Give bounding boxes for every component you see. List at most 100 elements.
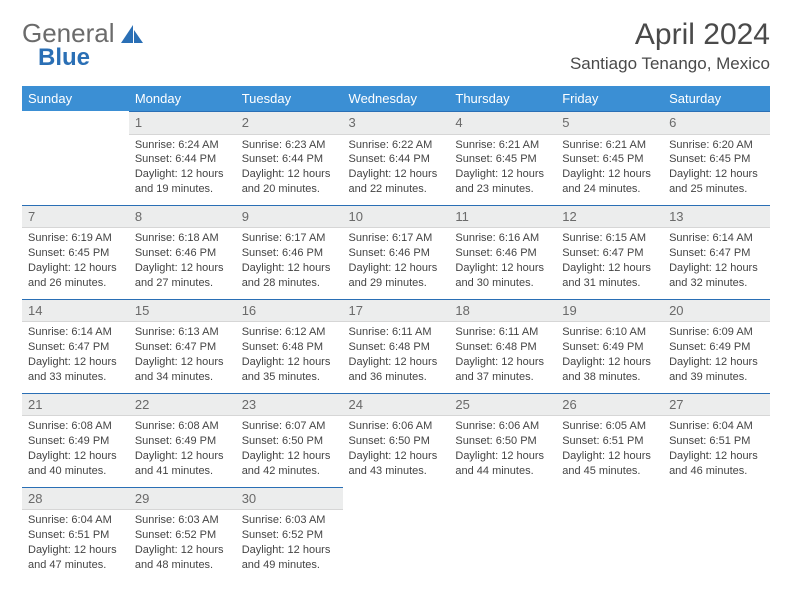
day-body: Sunrise: 6:04 AMSunset: 6:51 PMDaylight:… (22, 510, 129, 580)
day-body: Sunrise: 6:04 AMSunset: 6:51 PMDaylight:… (663, 416, 770, 486)
sunset-line: Sunset: 6:48 PM (349, 340, 444, 355)
sunrise-line: Sunrise: 6:04 AM (28, 513, 123, 528)
calendar-cell: 3Sunrise: 6:22 AMSunset: 6:44 PMDaylight… (343, 111, 450, 205)
day-body: Sunrise: 6:22 AMSunset: 6:44 PMDaylight:… (343, 135, 450, 205)
sunrise-line: Sunrise: 6:11 AM (455, 325, 550, 340)
day-body: Sunrise: 6:14 AMSunset: 6:47 PMDaylight:… (663, 228, 770, 298)
sunrise-line: Sunrise: 6:12 AM (242, 325, 337, 340)
daylight-line: Daylight: 12 hours and 44 minutes. (455, 449, 550, 479)
day-number: 10 (343, 205, 450, 229)
calendar-cell: 4Sunrise: 6:21 AMSunset: 6:45 PMDaylight… (449, 111, 556, 205)
calendar-cell: 5Sunrise: 6:21 AMSunset: 6:45 PMDaylight… (556, 111, 663, 205)
daylight-line: Daylight: 12 hours and 47 minutes. (28, 543, 123, 573)
day-number: 20 (663, 299, 770, 323)
sunrise-line: Sunrise: 6:08 AM (28, 419, 123, 434)
calendar-cell (343, 487, 450, 581)
daylight-line: Daylight: 12 hours and 41 minutes. (135, 449, 230, 479)
sunset-line: Sunset: 6:49 PM (28, 434, 123, 449)
calendar-cell: 1Sunrise: 6:24 AMSunset: 6:44 PMDaylight… (129, 111, 236, 205)
day-number: 22 (129, 393, 236, 417)
calendar-cell: 13Sunrise: 6:14 AMSunset: 6:47 PMDayligh… (663, 205, 770, 299)
calendar-cell: 9Sunrise: 6:17 AMSunset: 6:46 PMDaylight… (236, 205, 343, 299)
day-number: 29 (129, 487, 236, 511)
sunset-line: Sunset: 6:51 PM (28, 528, 123, 543)
day-number: 14 (22, 299, 129, 323)
sunrise-line: Sunrise: 6:14 AM (669, 231, 764, 246)
day-body: Sunrise: 6:23 AMSunset: 6:44 PMDaylight:… (236, 135, 343, 205)
sunset-line: Sunset: 6:49 PM (135, 434, 230, 449)
day-body: Sunrise: 6:14 AMSunset: 6:47 PMDaylight:… (22, 322, 129, 392)
calendar-cell: 15Sunrise: 6:13 AMSunset: 6:47 PMDayligh… (129, 299, 236, 393)
daylight-line: Daylight: 12 hours and 20 minutes. (242, 167, 337, 197)
day-number: 18 (449, 299, 556, 323)
weekday-header: Friday (556, 86, 663, 111)
day-number: 2 (236, 111, 343, 135)
sunset-line: Sunset: 6:48 PM (242, 340, 337, 355)
weekday-header: Sunday (22, 86, 129, 111)
calendar-row: 7Sunrise: 6:19 AMSunset: 6:45 PMDaylight… (22, 205, 770, 299)
day-body: Sunrise: 6:12 AMSunset: 6:48 PMDaylight:… (236, 322, 343, 392)
calendar-table: SundayMondayTuesdayWednesdayThursdayFrid… (22, 86, 770, 581)
calendar-cell: 10Sunrise: 6:17 AMSunset: 6:46 PMDayligh… (343, 205, 450, 299)
daylight-line: Daylight: 12 hours and 22 minutes. (349, 167, 444, 197)
calendar-cell: 11Sunrise: 6:16 AMSunset: 6:46 PMDayligh… (449, 205, 556, 299)
day-body: Sunrise: 6:08 AMSunset: 6:49 PMDaylight:… (22, 416, 129, 486)
sunset-line: Sunset: 6:46 PM (455, 246, 550, 261)
calendar-cell (449, 487, 556, 581)
calendar-cell: 2Sunrise: 6:23 AMSunset: 6:44 PMDaylight… (236, 111, 343, 205)
sunrise-line: Sunrise: 6:18 AM (135, 231, 230, 246)
sunset-line: Sunset: 6:47 PM (669, 246, 764, 261)
month-title: April 2024 (570, 18, 770, 52)
calendar-cell: 27Sunrise: 6:04 AMSunset: 6:51 PMDayligh… (663, 393, 770, 487)
day-number: 5 (556, 111, 663, 135)
sunrise-line: Sunrise: 6:08 AM (135, 419, 230, 434)
sunset-line: Sunset: 6:45 PM (669, 152, 764, 167)
sunset-line: Sunset: 6:47 PM (562, 246, 657, 261)
daylight-line: Daylight: 12 hours and 31 minutes. (562, 261, 657, 291)
daylight-line: Daylight: 12 hours and 45 minutes. (562, 449, 657, 479)
day-body: Sunrise: 6:11 AMSunset: 6:48 PMDaylight:… (449, 322, 556, 392)
calendar-cell: 29Sunrise: 6:03 AMSunset: 6:52 PMDayligh… (129, 487, 236, 581)
weekday-header: Monday (129, 86, 236, 111)
day-body: Sunrise: 6:09 AMSunset: 6:49 PMDaylight:… (663, 322, 770, 392)
daylight-line: Daylight: 12 hours and 33 minutes. (28, 355, 123, 385)
day-body: Sunrise: 6:06 AMSunset: 6:50 PMDaylight:… (449, 416, 556, 486)
sunset-line: Sunset: 6:50 PM (455, 434, 550, 449)
daylight-line: Daylight: 12 hours and 24 minutes. (562, 167, 657, 197)
day-body: Sunrise: 6:03 AMSunset: 6:52 PMDaylight:… (129, 510, 236, 580)
day-number: 25 (449, 393, 556, 417)
sunrise-line: Sunrise: 6:03 AM (242, 513, 337, 528)
day-body: Sunrise: 6:05 AMSunset: 6:51 PMDaylight:… (556, 416, 663, 486)
day-number: 8 (129, 205, 236, 229)
day-number: 11 (449, 205, 556, 229)
calendar-cell (556, 487, 663, 581)
day-body: Sunrise: 6:17 AMSunset: 6:46 PMDaylight:… (236, 228, 343, 298)
day-body: Sunrise: 6:24 AMSunset: 6:44 PMDaylight:… (129, 135, 236, 205)
title-block: April 2024 Santiago Tenango, Mexico (570, 18, 770, 74)
sunrise-line: Sunrise: 6:24 AM (135, 138, 230, 153)
day-body: Sunrise: 6:18 AMSunset: 6:46 PMDaylight:… (129, 228, 236, 298)
day-number: 21 (22, 393, 129, 417)
sunrise-line: Sunrise: 6:09 AM (669, 325, 764, 340)
day-number: 27 (663, 393, 770, 417)
calendar-cell (663, 487, 770, 581)
day-body: Sunrise: 6:19 AMSunset: 6:45 PMDaylight:… (22, 228, 129, 298)
calendar-row: 14Sunrise: 6:14 AMSunset: 6:47 PMDayligh… (22, 299, 770, 393)
sunrise-line: Sunrise: 6:17 AM (349, 231, 444, 246)
logo-text-2: Blue (38, 44, 90, 72)
sunrise-line: Sunrise: 6:05 AM (562, 419, 657, 434)
header: General April 2024 Santiago Tenango, Mex… (22, 18, 770, 74)
daylight-line: Daylight: 12 hours and 23 minutes. (455, 167, 550, 197)
day-body: Sunrise: 6:13 AMSunset: 6:47 PMDaylight:… (129, 322, 236, 392)
day-number: 4 (449, 111, 556, 135)
daylight-line: Daylight: 12 hours and 39 minutes. (669, 355, 764, 385)
sunrise-line: Sunrise: 6:21 AM (562, 138, 657, 153)
sunset-line: Sunset: 6:48 PM (455, 340, 550, 355)
calendar-cell: 14Sunrise: 6:14 AMSunset: 6:47 PMDayligh… (22, 299, 129, 393)
sunset-line: Sunset: 6:50 PM (349, 434, 444, 449)
day-body: Sunrise: 6:07 AMSunset: 6:50 PMDaylight:… (236, 416, 343, 486)
day-number: 9 (236, 205, 343, 229)
daylight-line: Daylight: 12 hours and 42 minutes. (242, 449, 337, 479)
day-number: 26 (556, 393, 663, 417)
daylight-line: Daylight: 12 hours and 27 minutes. (135, 261, 230, 291)
